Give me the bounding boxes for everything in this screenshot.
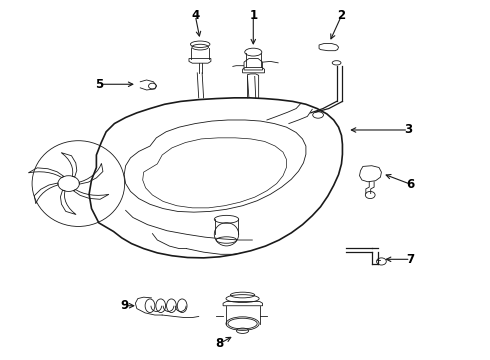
- Text: 8: 8: [216, 337, 224, 350]
- Text: 7: 7: [407, 253, 415, 266]
- Text: 9: 9: [120, 299, 128, 312]
- Text: 1: 1: [249, 9, 257, 22]
- Text: 2: 2: [338, 9, 345, 22]
- Text: 4: 4: [191, 9, 199, 22]
- Text: 3: 3: [404, 123, 412, 136]
- Text: 6: 6: [407, 178, 415, 191]
- Text: 5: 5: [95, 78, 103, 91]
